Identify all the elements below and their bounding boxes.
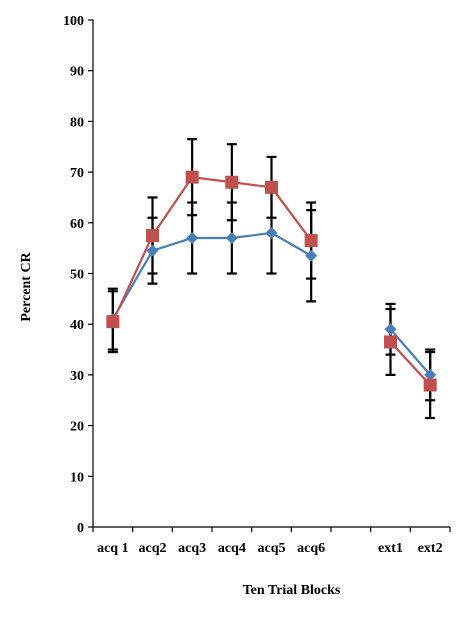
series-2-point <box>265 180 278 194</box>
y-tick-label: 20 <box>70 420 84 435</box>
x-tick-label: ext2 <box>418 541 443 556</box>
x-tick-label: acq2 <box>139 541 167 556</box>
series-1-point <box>384 323 397 336</box>
series-2-point <box>106 315 120 329</box>
series-2-point <box>225 175 239 189</box>
series-2-point <box>146 228 159 242</box>
series-2-point <box>185 170 199 184</box>
y-tick-label: 90 <box>70 65 84 80</box>
y-tick-label: 30 <box>70 369 84 384</box>
series-1-line <box>111 231 312 320</box>
y-axis-title: Percent CR <box>19 251 34 321</box>
series-2-point <box>384 335 397 349</box>
x-axis-title: Ten Trial Blocks <box>243 583 341 598</box>
y-tick-label: 10 <box>70 470 84 485</box>
x-tick-label: ext1 <box>378 541 403 556</box>
y-tick-label: 60 <box>70 217 84 232</box>
x-tick-label: acq4 <box>218 541 246 556</box>
series-1-point <box>186 232 199 245</box>
series-2-point <box>304 234 318 248</box>
x-tick-label: acq5 <box>258 541 286 556</box>
x-tick-label: acq 1 <box>97 541 129 556</box>
series-1-point <box>424 368 437 381</box>
chart-labels: 0 10 20 30 40 50 60 70 80 90 100 acq 1 acq2 acq3 acq4 a… <box>19 14 443 598</box>
series-2-line <box>389 341 431 386</box>
y-tick-label: 70 <box>70 166 84 181</box>
y-tick-label: 100 <box>63 14 84 29</box>
series-1-point <box>225 232 238 245</box>
y-tick-label: 0 <box>77 521 84 536</box>
chart-marks <box>106 138 437 420</box>
series-1-point <box>146 244 159 257</box>
y-tick-label: 50 <box>70 268 84 283</box>
series-1-point <box>265 226 278 239</box>
y-tick-label: 40 <box>70 318 84 333</box>
series-2-point <box>423 378 437 392</box>
series-1-line <box>389 328 431 376</box>
x-tick-label: acq6 <box>297 541 325 556</box>
series-2-line <box>111 175 313 323</box>
y-tick-label: 80 <box>70 115 84 130</box>
x-tick-label: acq3 <box>178 541 206 556</box>
series-1-point <box>305 249 318 262</box>
chart-axes <box>88 19 451 532</box>
